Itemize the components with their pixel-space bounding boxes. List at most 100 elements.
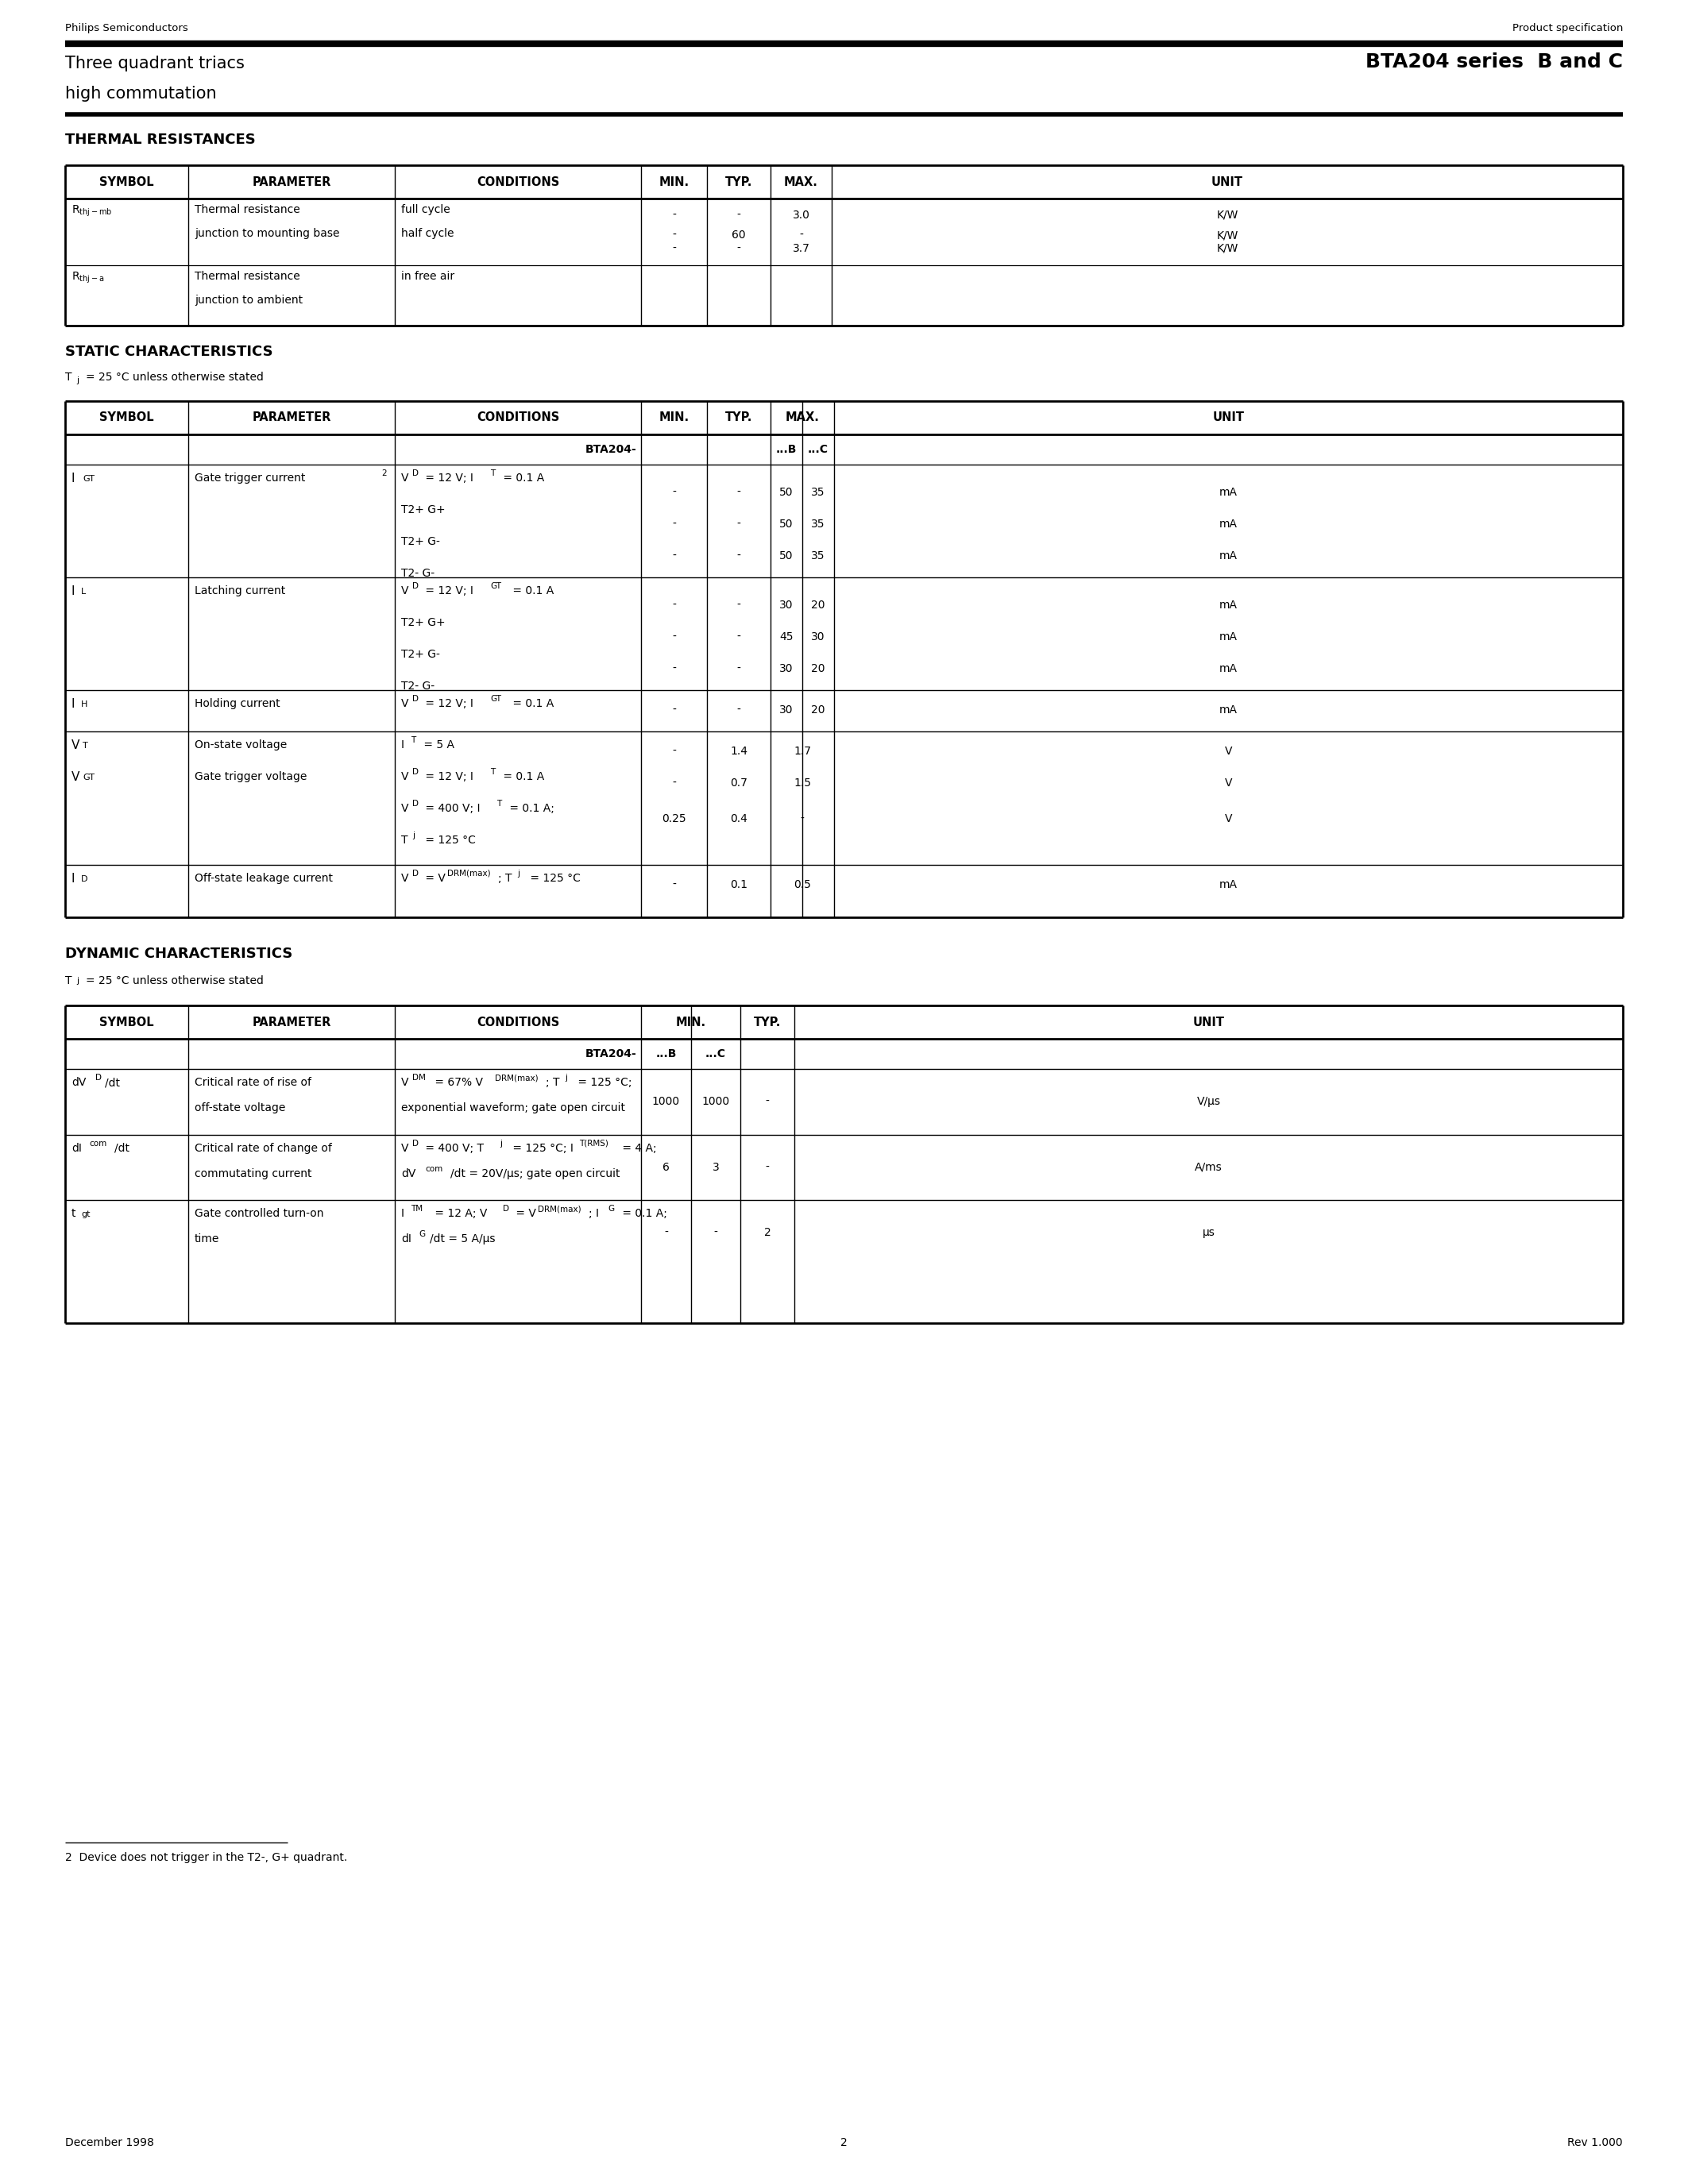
Text: mA: mA xyxy=(1219,705,1237,716)
Text: -: - xyxy=(672,229,675,240)
Text: 20: 20 xyxy=(812,664,825,675)
Text: On-state voltage: On-state voltage xyxy=(194,740,287,751)
Text: SYMBOL: SYMBOL xyxy=(100,177,154,188)
Text: V: V xyxy=(402,585,408,596)
Text: Philips Semiconductors: Philips Semiconductors xyxy=(66,24,187,33)
Text: = 400 V; I: = 400 V; I xyxy=(422,804,479,815)
Text: j: j xyxy=(517,869,520,878)
Text: com: com xyxy=(425,1164,442,1173)
Text: V: V xyxy=(402,699,408,710)
Text: T2- G-: T2- G- xyxy=(402,568,434,579)
Text: D: D xyxy=(412,695,419,703)
Text: DYNAMIC CHARACTERISTICS: DYNAMIC CHARACTERISTICS xyxy=(66,946,292,961)
Text: MIN.: MIN. xyxy=(675,1016,706,1029)
Text: D: D xyxy=(412,799,419,808)
Text: -: - xyxy=(672,210,675,221)
Text: D: D xyxy=(412,869,419,878)
Text: gt: gt xyxy=(81,1210,89,1219)
Text: G: G xyxy=(608,1206,614,1212)
Text: -: - xyxy=(672,242,675,253)
Text: com: com xyxy=(89,1140,106,1147)
Text: T: T xyxy=(410,736,415,745)
Text: Thermal resistance: Thermal resistance xyxy=(194,271,300,282)
Text: STATIC CHARACTERISTICS: STATIC CHARACTERISTICS xyxy=(66,345,273,358)
Text: = 0.1 A: = 0.1 A xyxy=(500,771,544,782)
Text: V: V xyxy=(71,771,79,784)
Text: K/W: K/W xyxy=(1217,210,1239,221)
Text: -: - xyxy=(738,487,741,498)
Text: T2+ G-: T2+ G- xyxy=(402,535,441,548)
Text: dV: dV xyxy=(402,1168,415,1179)
Text: Off-state leakage current: Off-state leakage current xyxy=(194,874,333,885)
Text: = 400 V; T: = 400 V; T xyxy=(422,1142,484,1153)
Text: mA: mA xyxy=(1219,631,1237,642)
Text: -: - xyxy=(800,812,803,823)
Text: t: t xyxy=(71,1208,76,1219)
Text: 30: 30 xyxy=(780,664,793,675)
Text: in free air: in free air xyxy=(402,271,454,282)
Text: 35: 35 xyxy=(812,518,825,531)
Text: 3.0: 3.0 xyxy=(792,210,810,221)
Text: Gate controlled turn-on: Gate controlled turn-on xyxy=(194,1208,324,1219)
Text: 1.5: 1.5 xyxy=(793,778,810,788)
Text: R$_{\mathregular{th j-a}}$: R$_{\mathregular{th j-a}}$ xyxy=(71,271,105,286)
Text: = 125 °C; I: = 125 °C; I xyxy=(510,1142,574,1153)
Text: R$_{\mathregular{th j-mb}}$: R$_{\mathregular{th j-mb}}$ xyxy=(71,203,113,218)
Text: V/μs: V/μs xyxy=(1197,1096,1220,1107)
Text: = 125 °C;: = 125 °C; xyxy=(574,1077,631,1088)
Text: = 25 °C unless otherwise stated: = 25 °C unless otherwise stated xyxy=(86,976,263,987)
Text: -: - xyxy=(738,242,741,253)
Text: D: D xyxy=(81,876,88,882)
Text: I: I xyxy=(402,740,405,751)
Text: ; T: ; T xyxy=(498,874,511,885)
Text: PARAMETER: PARAMETER xyxy=(252,413,331,424)
Text: CONDITIONS: CONDITIONS xyxy=(476,413,559,424)
Text: PARAMETER: PARAMETER xyxy=(252,1016,331,1029)
Text: K/W: K/W xyxy=(1217,229,1239,240)
Text: GT: GT xyxy=(490,583,501,590)
Text: full cycle: full cycle xyxy=(402,203,451,216)
Text: 45: 45 xyxy=(780,631,793,642)
Text: MIN.: MIN. xyxy=(658,413,689,424)
Text: 0.1: 0.1 xyxy=(729,880,748,891)
Text: = 67% V: = 67% V xyxy=(432,1077,483,1088)
Text: Critical rate of rise of: Critical rate of rise of xyxy=(194,1077,311,1088)
Text: -: - xyxy=(738,664,741,675)
Text: mA: mA xyxy=(1219,487,1237,498)
Text: junction to ambient: junction to ambient xyxy=(194,295,302,306)
Text: dV: dV xyxy=(71,1077,86,1088)
Text: 1000: 1000 xyxy=(652,1096,680,1107)
Text: T2+ G-: T2+ G- xyxy=(402,649,441,660)
Text: DRM(max): DRM(max) xyxy=(495,1075,538,1081)
Text: 2: 2 xyxy=(841,2138,847,2149)
Text: = 5 A: = 5 A xyxy=(420,740,454,751)
Text: /dt: /dt xyxy=(105,1077,120,1088)
Text: 2  Device does not trigger in the T2-, G+ quadrant.: 2 Device does not trigger in the T2-, G+… xyxy=(66,1852,348,1863)
Text: mA: mA xyxy=(1219,601,1237,612)
Text: -: - xyxy=(765,1096,770,1107)
Text: mA: mA xyxy=(1219,518,1237,531)
Text: DRM(max): DRM(max) xyxy=(538,1206,581,1212)
Text: 50: 50 xyxy=(780,518,793,531)
Text: Rev 1.000: Rev 1.000 xyxy=(1568,2138,1622,2149)
Text: Product specification: Product specification xyxy=(1512,24,1622,33)
Text: December 1998: December 1998 xyxy=(66,2138,154,2149)
Text: ...C: ...C xyxy=(809,443,829,454)
Text: TM: TM xyxy=(410,1206,422,1212)
Text: -: - xyxy=(672,880,675,891)
Text: D: D xyxy=(95,1075,101,1081)
Text: Gate trigger voltage: Gate trigger voltage xyxy=(194,771,307,782)
Text: T(RMS): T(RMS) xyxy=(579,1140,608,1147)
Text: dI: dI xyxy=(71,1142,81,1153)
Text: PARAMETER: PARAMETER xyxy=(252,177,331,188)
Text: I: I xyxy=(71,585,74,596)
Text: j: j xyxy=(565,1075,567,1081)
Text: j: j xyxy=(500,1140,501,1147)
Text: 1000: 1000 xyxy=(702,1096,729,1107)
Text: V: V xyxy=(402,804,408,815)
Text: μs: μs xyxy=(1202,1227,1215,1238)
Text: = 0.1 A;: = 0.1 A; xyxy=(506,804,554,815)
Text: T: T xyxy=(402,834,408,845)
Text: = 125 °C: = 125 °C xyxy=(527,874,581,885)
Text: SYMBOL: SYMBOL xyxy=(100,413,154,424)
